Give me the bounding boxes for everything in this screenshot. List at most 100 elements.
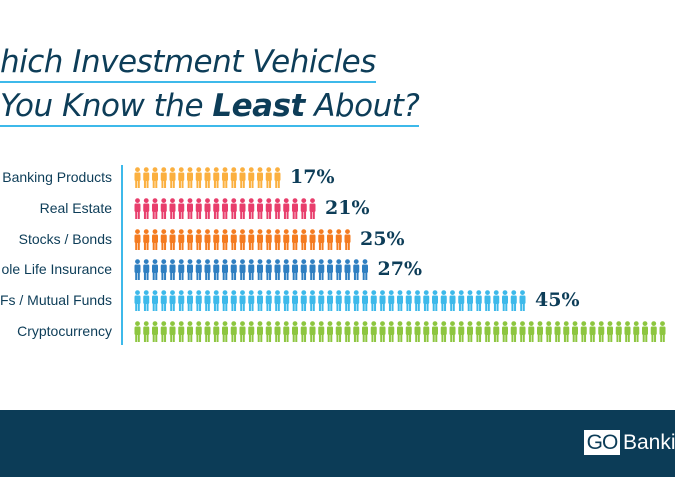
person-icon xyxy=(475,290,482,311)
person-icon xyxy=(537,321,543,342)
person-icon xyxy=(265,321,272,342)
icon-bar xyxy=(134,321,666,342)
value-label: 45% xyxy=(535,289,580,311)
person-icon xyxy=(152,321,158,342)
chart-row: Real Estate 21% xyxy=(0,197,675,221)
person-icon xyxy=(222,259,228,280)
person-icon xyxy=(204,290,211,311)
person-icon xyxy=(318,259,325,280)
title-text: About? xyxy=(304,88,420,124)
person-icon xyxy=(344,259,351,280)
person-icon xyxy=(274,229,281,250)
person-icon xyxy=(195,167,202,188)
person-icon xyxy=(222,167,228,188)
person-icon xyxy=(222,229,228,250)
person-icon xyxy=(257,290,263,311)
person-icon xyxy=(318,290,325,311)
title-emphasis: Least xyxy=(212,88,305,124)
person-icon xyxy=(283,198,290,219)
person-icon xyxy=(230,321,237,342)
person-icon xyxy=(178,167,185,188)
person-icon xyxy=(213,259,220,280)
person-icon xyxy=(353,259,360,280)
person-icon xyxy=(265,229,272,250)
person-icon xyxy=(353,321,360,342)
person-icon xyxy=(449,321,456,342)
person-icon xyxy=(257,321,263,342)
person-icon xyxy=(248,259,255,280)
person-icon xyxy=(143,321,150,342)
person-icon xyxy=(318,321,325,342)
person-icon xyxy=(204,259,211,280)
value-label: 27% xyxy=(377,258,423,280)
person-icon xyxy=(274,198,281,219)
person-icon xyxy=(353,290,360,311)
person-icon xyxy=(169,259,176,280)
person-icon xyxy=(309,290,316,311)
person-icon xyxy=(248,198,255,219)
icon-bar xyxy=(134,198,316,219)
category-label: Fs / Mutual Funds xyxy=(0,292,112,308)
person-icon xyxy=(388,321,395,342)
person-icon xyxy=(187,321,193,342)
person-icon xyxy=(344,229,351,250)
person-icon xyxy=(572,321,578,342)
person-icon xyxy=(309,198,316,219)
person-icon xyxy=(160,290,167,311)
person-icon xyxy=(292,229,298,250)
person-icon xyxy=(265,290,272,311)
person-icon xyxy=(484,321,491,342)
person-icon xyxy=(248,321,255,342)
person-icon xyxy=(152,229,158,250)
chart-row: ole Life Insurance 27% xyxy=(0,258,675,282)
person-icon xyxy=(493,321,500,342)
person-icon xyxy=(362,290,368,311)
value-label: 17% xyxy=(290,166,335,188)
person-icon xyxy=(309,321,316,342)
person-icon xyxy=(134,167,141,188)
person-icon xyxy=(335,321,342,342)
person-icon xyxy=(327,321,333,342)
person-icon xyxy=(248,290,255,311)
category-label: ole Life Insurance xyxy=(1,261,112,277)
person-icon xyxy=(169,321,176,342)
person-icon xyxy=(379,290,386,311)
person-icon xyxy=(160,198,167,219)
person-icon xyxy=(362,321,368,342)
person-icon xyxy=(257,229,263,250)
person-icon xyxy=(195,290,202,311)
person-icon xyxy=(309,229,316,250)
person-icon xyxy=(213,198,220,219)
chart-title-line-2: You Know the Least About? xyxy=(0,88,420,127)
person-icon xyxy=(222,290,228,311)
person-icon xyxy=(257,259,263,280)
person-icon xyxy=(467,290,473,311)
person-icon xyxy=(222,198,228,219)
person-icon xyxy=(239,290,246,311)
title-text: hich Investment Vehicles xyxy=(0,44,376,80)
person-icon xyxy=(230,198,237,219)
person-icon xyxy=(309,259,316,280)
person-icon xyxy=(169,167,176,188)
person-icon xyxy=(187,290,193,311)
person-icon xyxy=(143,290,150,311)
person-icon xyxy=(274,290,281,311)
person-icon xyxy=(178,259,185,280)
person-icon xyxy=(388,290,395,311)
axis-line xyxy=(121,165,123,345)
person-icon xyxy=(274,259,281,280)
icon-bar xyxy=(134,290,526,311)
person-icon xyxy=(134,290,141,311)
person-icon xyxy=(143,167,150,188)
value-label: 21% xyxy=(325,197,370,219)
person-icon xyxy=(283,259,290,280)
person-icon xyxy=(195,229,202,250)
person-icon xyxy=(642,321,648,342)
person-icon xyxy=(230,290,237,311)
person-icon xyxy=(204,229,211,250)
icon-bar xyxy=(134,259,368,280)
person-icon xyxy=(187,198,193,219)
person-icon xyxy=(239,198,246,219)
logo-text: Banki xyxy=(623,431,675,454)
person-icon xyxy=(432,290,438,311)
